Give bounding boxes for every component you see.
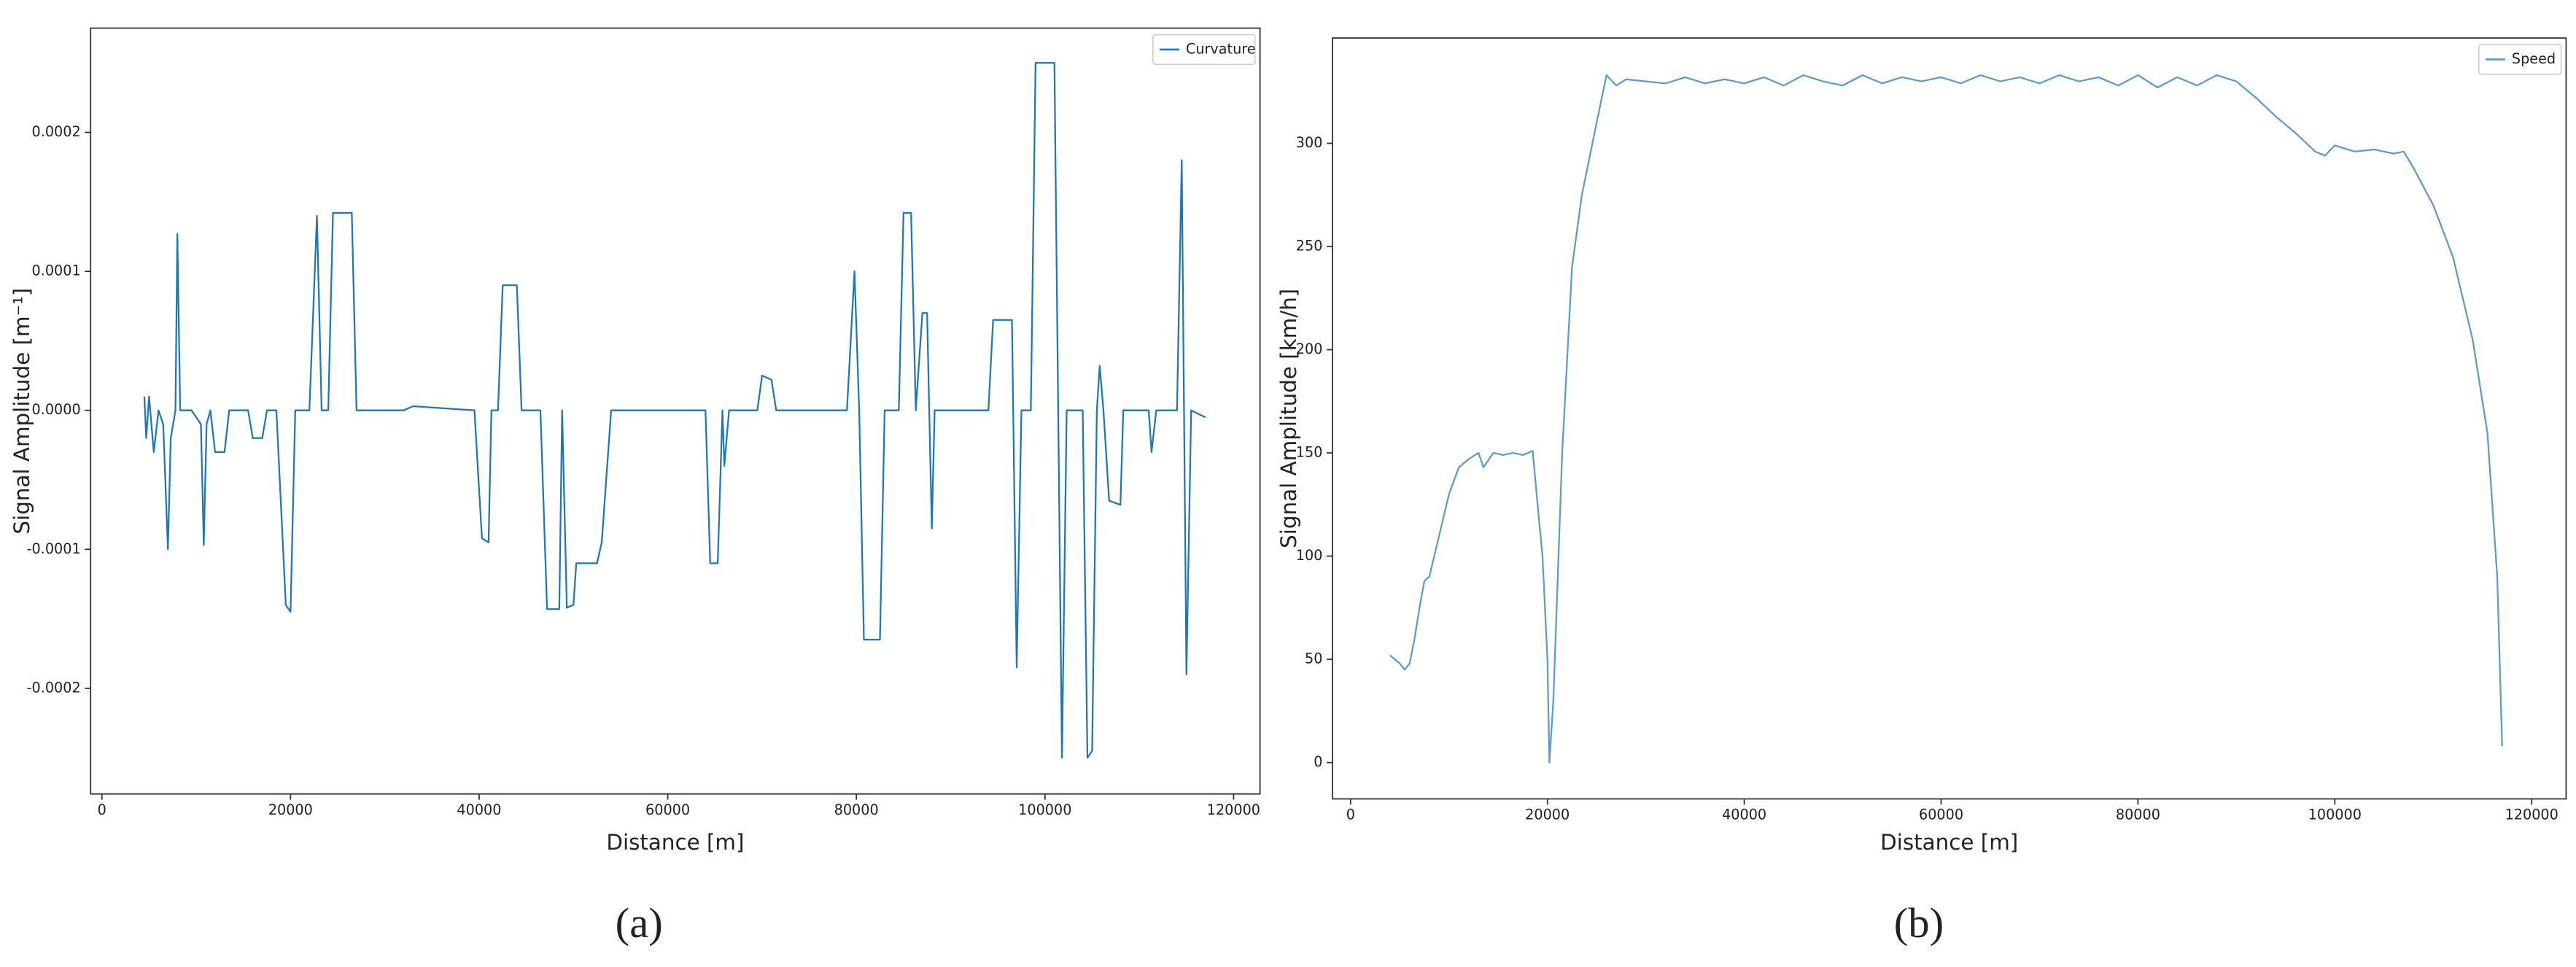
y-axis-label: Signal Amplitude [m⁻¹] (9, 288, 34, 535)
legend-label: Speed (2512, 50, 2556, 67)
y-axis-label: Signal Amplitude [km/h] (1276, 289, 1301, 548)
plot-frame (1332, 37, 2567, 800)
y-tick-label: -0.0002 (27, 679, 81, 696)
x-tick-label: 60000 (1919, 807, 1963, 823)
x-axis-label: Distance [m] (1880, 830, 2018, 855)
x-tick-label: 100000 (2308, 807, 2362, 823)
panel-label: (b) (1894, 899, 1944, 947)
y-tick-label: 0.0000 (32, 401, 81, 418)
data-line (143, 62, 1206, 759)
x-tick-label: 80000 (834, 801, 879, 818)
y-tick-label: 250 (1296, 238, 1323, 255)
data-line (1389, 74, 2503, 764)
y-tick-label: 0.0002 (32, 123, 81, 140)
legend-label: Curvature (1186, 40, 1256, 57)
x-tick-label: 80000 (2116, 807, 2160, 823)
x-tick-label: 20000 (1525, 807, 1570, 823)
x-tick-label: 120000 (2505, 807, 2558, 823)
x-tick-label: 40000 (1722, 807, 1766, 823)
legend-box (1152, 34, 1256, 66)
x-tick-label: 40000 (457, 801, 501, 818)
x-tick-label: 0 (1346, 807, 1355, 823)
y-tick-label: 50 (1305, 651, 1322, 667)
y-tick-label: -0.0001 (27, 540, 81, 557)
y-tick-label: 100 (1296, 547, 1323, 564)
x-tick-label: 120000 (1207, 801, 1260, 818)
panel-label: (a) (616, 899, 663, 947)
y-tick-label: 0.0001 (32, 263, 81, 279)
y-tick-label: 150 (1296, 444, 1323, 461)
x-tick-label: 100000 (1018, 801, 1071, 818)
x-axis-label: Distance [m] (606, 830, 744, 855)
y-tick-label: 300 (1296, 134, 1323, 151)
legend-box (2478, 44, 2562, 75)
x-tick-label: 20000 (268, 801, 313, 818)
y-tick-label: 0 (1314, 753, 1322, 770)
x-tick-label: 0 (98, 801, 106, 818)
plot-frame (90, 27, 1261, 795)
x-tick-label: 60000 (645, 801, 690, 818)
y-tick-label: 200 (1296, 341, 1323, 357)
